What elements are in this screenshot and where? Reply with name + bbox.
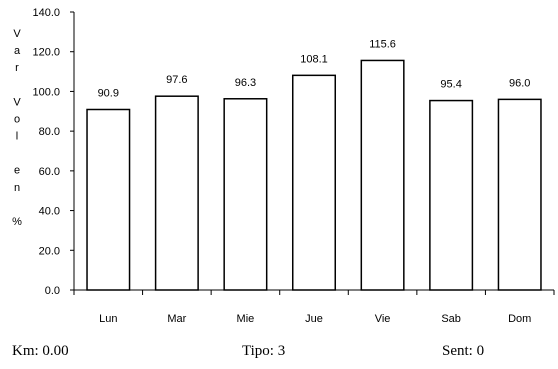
y-tick-label: 80.0 [39,126,60,138]
y-tick-label: 40.0 [39,206,60,218]
bar-value-label: 97.6 [166,74,187,86]
x-tick-label: Dom [508,313,531,325]
bar [291,74,337,291]
y-tick-label: 60.0 [39,166,60,178]
x-tick-label: Vie [375,313,391,325]
x-axis: Lun Mar Mie Jue Vie Sab Dom [73,289,555,325]
y-axis-label-char: n [14,182,20,194]
sent-label: Sent: 0 [442,343,485,359]
x-tick-label: Mar [167,313,186,325]
y-tick-label: 120.0 [32,47,60,59]
bar [497,98,542,291]
bar-value-label: 115.6 [369,38,396,50]
bar-chart: Var Vol en% 0.0 20.0 40.0 60.0 80.0 100.0 120.0 1… [12,7,555,325]
bars: 90.9 97.6 96.3 108.1 115.6 95.4 96.0 [86,38,542,291]
km-label: Km: 0.00 [12,343,69,359]
y-axis-label-char: a [14,45,21,57]
bar-value-label: 90.9 [98,87,119,99]
bar-value-label: 96.3 [235,77,256,89]
x-tick-label: Mie [237,313,255,325]
y-axis-label-char: r [15,62,19,74]
y-axis: 0.0 20.0 40.0 60.0 80.0 100.0 120.0 140.0 [32,7,75,297]
y-tick-label: 100.0 [32,86,60,98]
bar-value-label: 96.0 [509,77,530,89]
bar [154,95,199,291]
bar-value-label: 108.1 [300,53,328,65]
y-axis-label-char: l [16,131,18,143]
y-axis-label-char: o [14,113,20,125]
bar [223,98,268,291]
y-tick-label: 140.0 [32,7,60,19]
tipo-label: Tipo: 3 [242,343,286,359]
bar-value-label: 95.4 [440,79,461,91]
y-axis-label: Var Vol en% [12,28,22,228]
y-axis-label-char: V [13,96,21,108]
y-tick-label: 20.0 [39,245,60,257]
x-tick-label: Sab [441,313,461,325]
y-axis-label-char: e [14,165,20,177]
y-axis-label-char: % [12,216,22,228]
x-tick-label: Lun [99,313,117,325]
y-axis-label-char: V [13,28,21,40]
bar [360,59,405,291]
bar [86,108,131,291]
x-tick-label: Jue [305,313,323,325]
bar [429,99,474,291]
y-tick-label: 0.0 [45,285,60,297]
